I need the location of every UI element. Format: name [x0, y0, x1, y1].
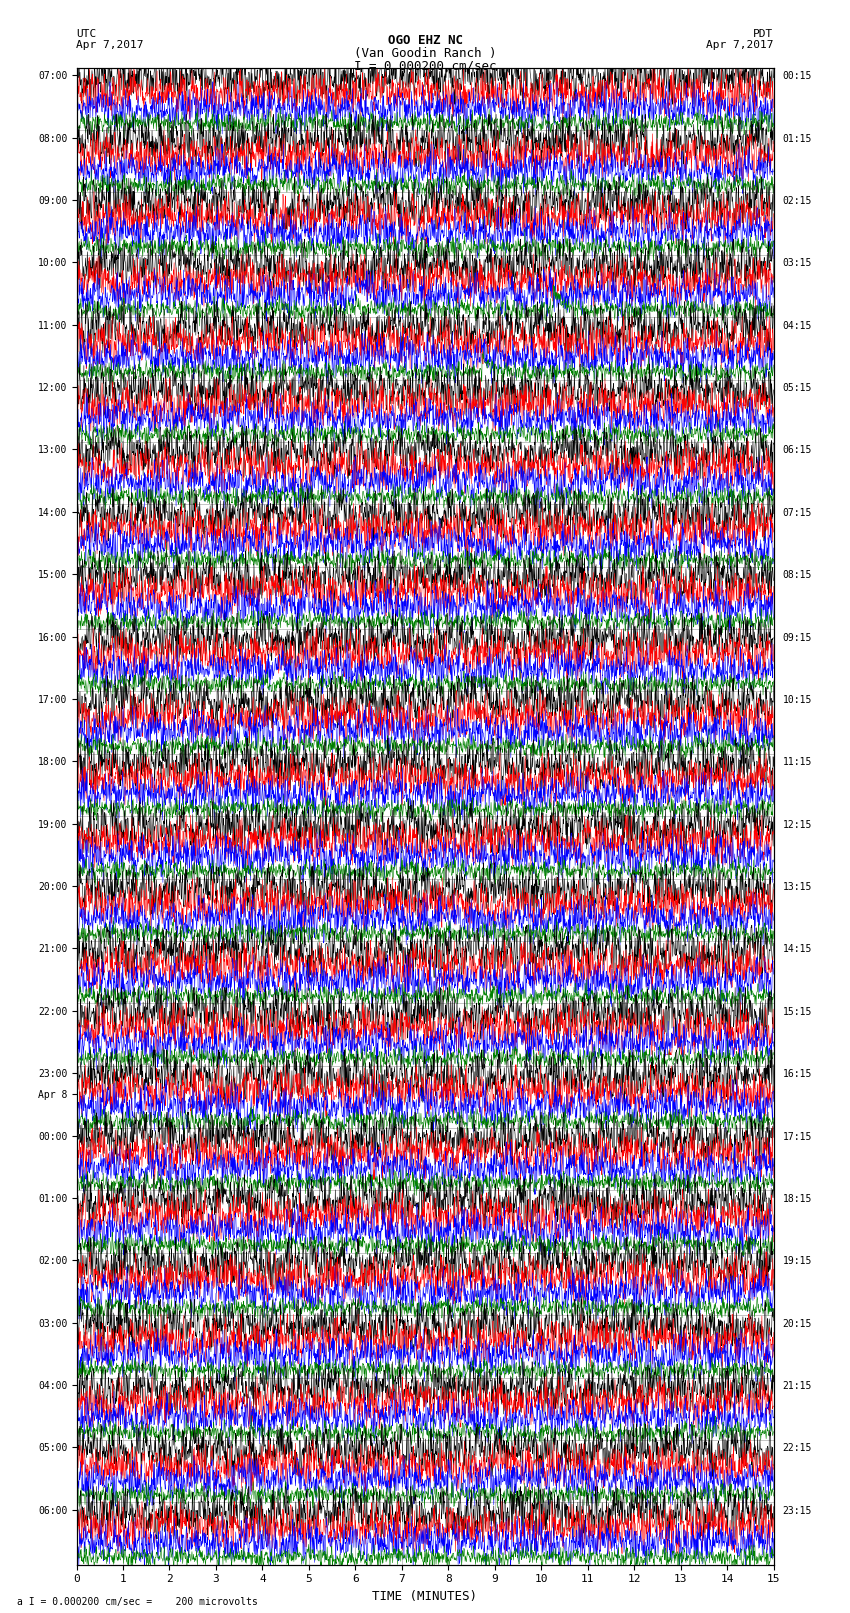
- Text: Apr 7,2017: Apr 7,2017: [706, 40, 774, 50]
- Text: I = 0.000200 cm/sec: I = 0.000200 cm/sec: [354, 60, 496, 73]
- Text: PDT: PDT: [753, 29, 774, 39]
- Text: UTC: UTC: [76, 29, 97, 39]
- Text: Apr 7,2017: Apr 7,2017: [76, 40, 144, 50]
- Text: a I = 0.000200 cm/sec =    200 microvolts: a I = 0.000200 cm/sec = 200 microvolts: [17, 1597, 258, 1607]
- Text: OGO EHZ NC: OGO EHZ NC: [388, 34, 462, 47]
- X-axis label: TIME (MINUTES): TIME (MINUTES): [372, 1590, 478, 1603]
- Text: (Van Goodin Ranch ): (Van Goodin Ranch ): [354, 47, 496, 60]
